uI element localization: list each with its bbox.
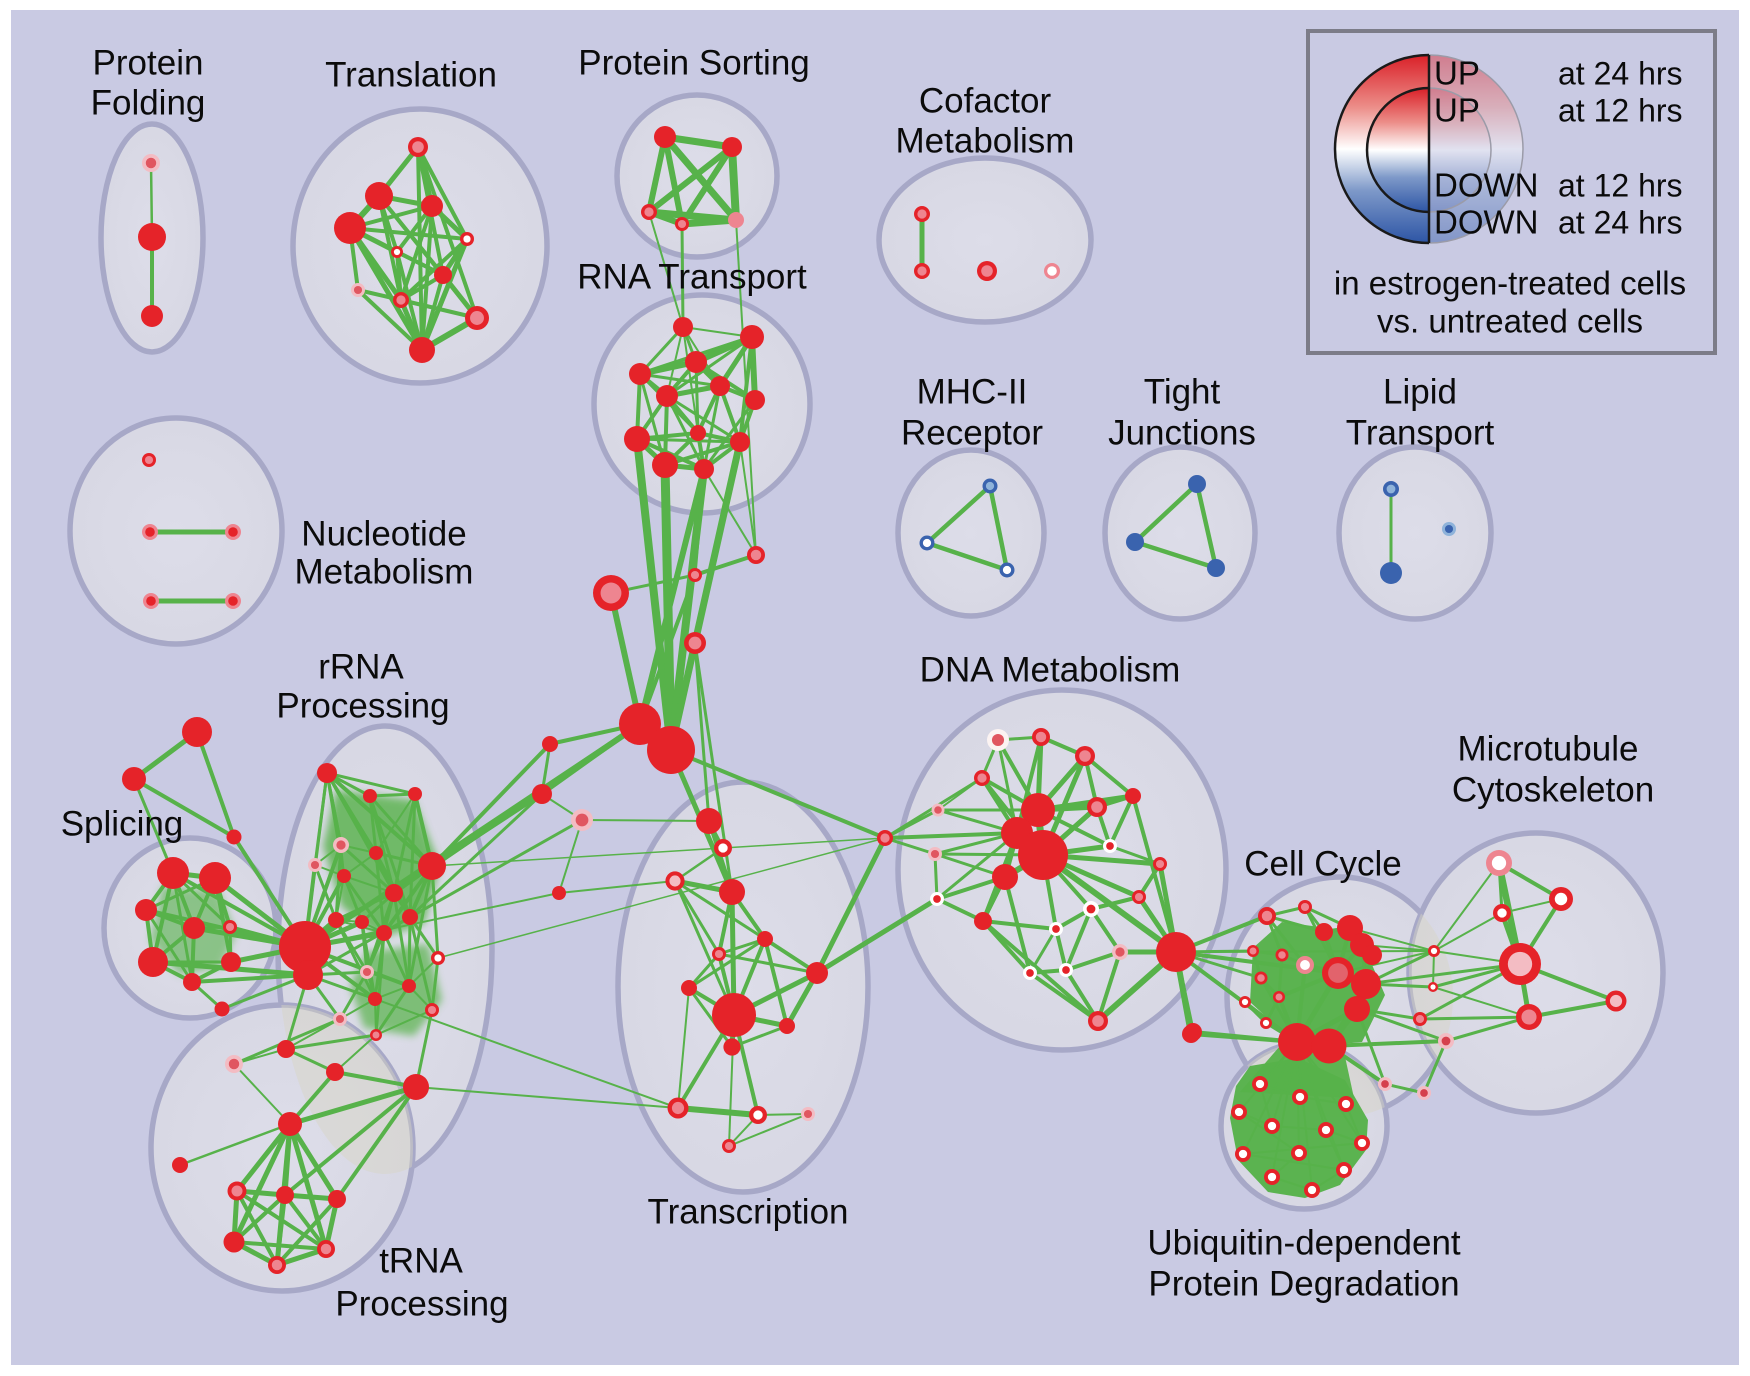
svg-text:Ubiquitin-dependent: Ubiquitin-dependent [1147,1223,1461,1262]
svg-text:Tight: Tight [1144,372,1221,411]
svg-text:Splicing: Splicing [61,804,184,843]
svg-text:Processing: Processing [276,686,449,725]
svg-text:Lipid: Lipid [1383,372,1457,411]
svg-text:UP: UP [1434,92,1480,129]
svg-text:DNA Metabolism: DNA Metabolism [920,650,1181,689]
svg-text:Protein: Protein [93,43,204,82]
svg-text:DOWN: DOWN [1434,204,1538,241]
svg-text:Transcription: Transcription [648,1192,849,1231]
svg-text:Junctions: Junctions [1108,413,1256,452]
svg-text:Transport: Transport [1346,413,1495,452]
svg-text:Protein Sorting: Protein Sorting [578,43,810,82]
svg-text:RNA Transport: RNA Transport [577,257,807,296]
svg-text:at 24 hrs: at 24 hrs [1558,55,1683,91]
svg-text:tRNA: tRNA [379,1241,463,1280]
svg-text:Translation: Translation [325,55,497,94]
svg-text:Processing: Processing [335,1284,508,1323]
svg-text:at 12 hrs: at 12 hrs [1558,167,1683,203]
svg-text:in estrogen-treated cells: in estrogen-treated cells [1334,265,1686,302]
svg-text:Nucleotide: Nucleotide [301,514,466,553]
svg-text:DOWN: DOWN [1434,167,1538,204]
svg-text:UP: UP [1434,55,1480,92]
svg-text:Microtubule: Microtubule [1458,729,1639,768]
svg-text:MHC-II: MHC-II [917,372,1028,411]
svg-text:Protein Degradation: Protein Degradation [1148,1264,1459,1303]
svg-text:at 24 hrs: at 24 hrs [1558,204,1683,240]
svg-text:vs. untreated cells: vs. untreated cells [1377,303,1643,340]
svg-text:Folding: Folding [91,83,206,122]
svg-text:Metabolism: Metabolism [295,552,474,591]
svg-text:Metabolism: Metabolism [896,121,1075,160]
svg-text:Cytoskeleton: Cytoskeleton [1452,770,1654,809]
svg-text:Receptor: Receptor [901,413,1043,452]
svg-text:rRNA: rRNA [318,647,404,686]
svg-text:Cell Cycle: Cell Cycle [1244,844,1402,883]
svg-text:at 12 hrs: at 12 hrs [1558,92,1683,128]
svg-text:Cofactor: Cofactor [919,81,1052,120]
